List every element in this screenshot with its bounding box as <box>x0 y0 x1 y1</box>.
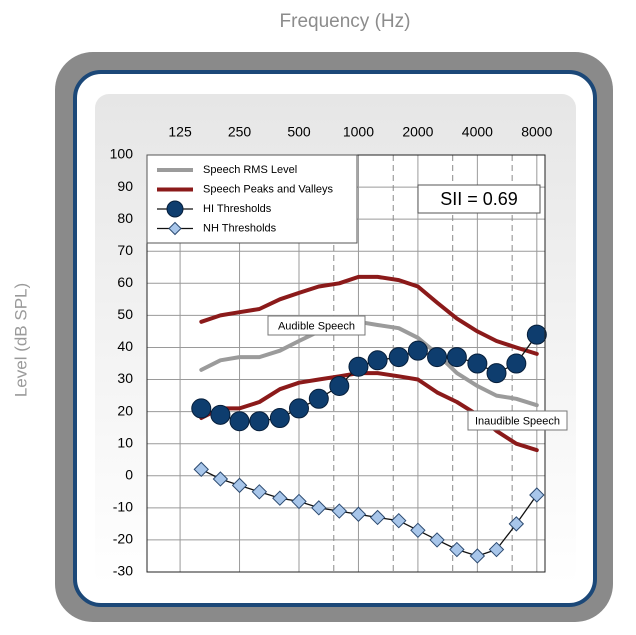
legend-label: HI Thresholds <box>203 203 272 215</box>
point <box>391 512 407 529</box>
chart-title: Frequency (Hz) <box>280 11 411 32</box>
point <box>249 411 270 432</box>
point <box>348 356 369 377</box>
point <box>231 477 248 494</box>
y-tick-label: 10 <box>117 434 133 450</box>
point <box>251 484 268 500</box>
point <box>429 532 445 548</box>
point <box>529 487 545 503</box>
y-tick-label: 20 <box>117 402 133 418</box>
point <box>193 461 209 478</box>
annotation: SII = 0.69 <box>440 189 518 209</box>
point <box>469 548 486 564</box>
x-tick-label: 4000 <box>462 124 493 140</box>
point <box>449 541 465 558</box>
point <box>467 353 488 374</box>
point <box>506 353 527 374</box>
point <box>229 411 250 432</box>
y-tick-label: -30 <box>113 563 133 579</box>
point <box>291 493 307 510</box>
point <box>329 375 350 396</box>
y-tick-label: 90 <box>117 178 133 194</box>
point <box>311 500 327 516</box>
legend-label: Speech RMS Level <box>203 164 297 176</box>
y-tick-label: 0 <box>125 466 133 482</box>
point <box>367 350 388 371</box>
y-tick-label: 60 <box>117 274 133 290</box>
point <box>288 398 309 419</box>
point <box>272 490 288 506</box>
point <box>508 516 525 532</box>
point <box>191 398 212 419</box>
marks <box>191 274 547 564</box>
x-tick-label: 125 <box>168 124 192 140</box>
x-tick-label: 2000 <box>402 124 433 140</box>
y-tick-label: -10 <box>113 499 133 515</box>
point <box>526 324 547 345</box>
series-line <box>199 319 539 408</box>
point <box>427 347 448 368</box>
y-tick-label: 80 <box>117 210 133 226</box>
point <box>269 408 290 429</box>
point <box>407 340 428 361</box>
point <box>488 541 505 558</box>
series-line <box>199 274 539 356</box>
y-tick-label: 100 <box>110 146 134 162</box>
y-tick-label: 40 <box>117 338 133 354</box>
point <box>212 471 229 487</box>
annotation-box <box>417 184 541 214</box>
point <box>308 388 329 409</box>
overlay: -30 -20 -10 0 10 20 30 40 50 60 70 80 90 100 125 250 500… <box>110 124 568 579</box>
x-tick-label: 250 <box>228 124 252 140</box>
point <box>410 522 426 539</box>
point <box>388 347 409 368</box>
y-tick-label: 50 <box>117 306 133 322</box>
y-tick-label: 70 <box>117 242 133 258</box>
legend-label: Speech Peaks and Valleys <box>203 183 334 195</box>
y-tick-label: 30 <box>117 370 133 386</box>
x-tick-label: 8000 <box>521 124 552 140</box>
x-tick-label: 500 <box>287 124 311 140</box>
annotation: Inaudible Speech <box>475 415 560 427</box>
annotation-box <box>267 315 366 336</box>
legend-marker <box>168 221 182 236</box>
y-axis-label: Level (dB SPL) <box>11 283 30 397</box>
point <box>210 404 231 425</box>
point <box>331 503 348 519</box>
y-tick-label: -20 <box>113 531 133 547</box>
point <box>369 509 386 526</box>
point <box>350 506 367 522</box>
legend-marker <box>166 200 184 218</box>
annotation: Audible Speech <box>278 320 355 332</box>
point <box>446 347 467 368</box>
annotation-box <box>467 410 568 431</box>
legend-label: NH Thresholds <box>203 222 277 234</box>
x-tick-label: 1000 <box>343 124 374 140</box>
point <box>486 363 507 384</box>
